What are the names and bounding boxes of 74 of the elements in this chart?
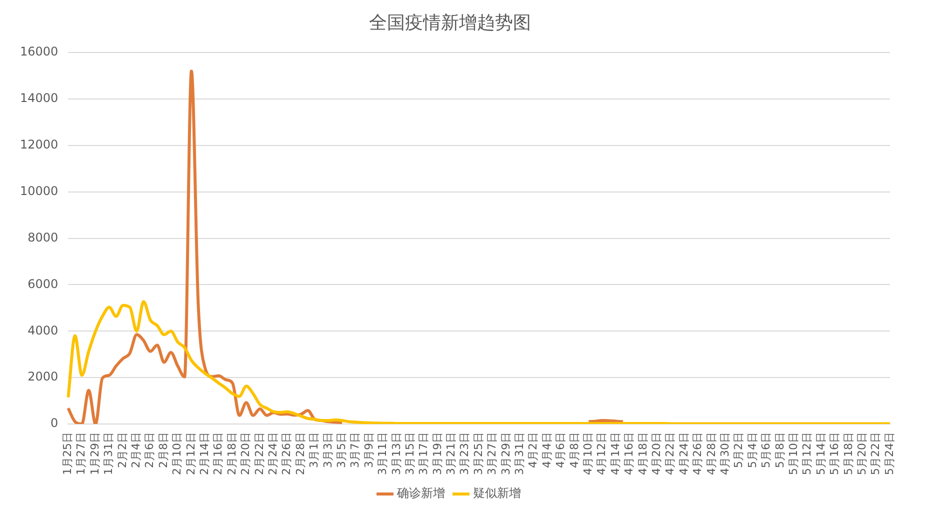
x-tick-label: 3月25日 (472, 432, 485, 476)
chart-title: 全国疫情新增趋势图 (369, 12, 531, 34)
x-tick-label: 4月24日 (677, 432, 690, 476)
x-tick-label: 2月2日 (116, 432, 129, 468)
x-tick-label: 1月25日 (61, 432, 74, 476)
y-tick-label: 6000 (28, 276, 58, 291)
x-tick-label: 5月24日 (882, 432, 896, 476)
x-tick-label: 4月10日 (582, 432, 595, 476)
y-tick-label: 16000 (20, 44, 58, 59)
x-tick-label: 4月2日 (526, 432, 540, 468)
x-tick-label: 2月24日 (266, 432, 280, 476)
x-tick-label: 2月6日 (143, 432, 156, 468)
line-series (66, 300, 892, 424)
x-tick-label: 5月16日 (828, 432, 842, 476)
x-tick-label: 2月18日 (225, 432, 238, 476)
y-tick-label: 4000 (28, 323, 58, 338)
legend-label: 确诊新增 (396, 486, 445, 500)
x-tick-label: 2月4日 (130, 432, 143, 468)
y-tick-label: 8000 (28, 230, 58, 244)
x-tick-label: 4月28日 (704, 432, 718, 476)
x-tick-label: 4月30日 (718, 432, 732, 476)
x-tick-label: 5月8日 (773, 432, 786, 468)
x-tick-label: 4月16日 (622, 432, 636, 476)
x-tick-label: 5月18日 (842, 432, 855, 476)
x-tick-label: 2月22日 (252, 432, 266, 476)
x-tick-label: 1月29日 (88, 432, 102, 476)
x-tick-label: 4月4日 (540, 432, 554, 468)
legend-label: 疑似新增 (473, 486, 521, 500)
x-tick-label: 3月19日 (430, 432, 444, 476)
x-tick-label: 3月23日 (458, 432, 472, 476)
x-tick-label: 2月20日 (239, 432, 252, 476)
x-tick-label: 2月16日 (212, 432, 225, 476)
x-tick-label: 3月21日 (444, 432, 458, 476)
x-tick-label: 2月14日 (198, 432, 212, 476)
y-tick-label: 0 (50, 416, 58, 430)
x-tick-label: 2月8日 (156, 432, 170, 468)
x-tick-label: 3月5日 (334, 432, 348, 468)
x-tick-label: 2月26日 (280, 432, 294, 476)
x-tick-label: 3月31日 (513, 432, 526, 476)
x-tick-label: 3月13日 (390, 432, 403, 476)
x-tick-label: 3月9日 (362, 432, 376, 468)
y-tick-label: 2000 (28, 370, 58, 384)
x-tick-label: 5月2日 (732, 432, 746, 468)
x-tick-label: 2月12日 (184, 432, 198, 476)
x-tick-label: 3月29日 (499, 432, 512, 476)
x-tick-label: 4月8日 (568, 432, 581, 468)
x-tick-label: 4月18日 (636, 432, 650, 476)
x-tick-label: 5月12日 (800, 432, 814, 476)
x-tick-label: 3月17日 (417, 432, 430, 476)
x-tick-label: 4月26日 (691, 432, 704, 476)
x-tick-label: 5月6日 (760, 432, 773, 468)
x-tick-label: 5月14日 (814, 432, 828, 476)
x-tick-label: 4月12日 (595, 432, 608, 476)
x-tick-label: 5月20日 (855, 432, 868, 476)
x-tick-label: 3月1日 (308, 432, 321, 468)
x-tick-label: 2月10日 (170, 432, 184, 476)
y-tick-label: 14000 (20, 91, 58, 106)
x-tick-label: 3月3日 (321, 432, 334, 468)
x-tick-label: 3月11日 (376, 432, 390, 476)
x-tick-label: 5月4日 (746, 432, 759, 468)
x-tick-label: 3月15日 (403, 432, 416, 476)
x-tick-label: 4月22日 (664, 432, 677, 476)
x-tick-label: 4月20日 (650, 432, 664, 476)
x-tick-label: 2月28日 (294, 432, 307, 476)
x-tick-label: 3月27日 (486, 432, 499, 476)
x-tick-label: 4月6日 (554, 432, 568, 468)
y-tick-label: 12000 (20, 138, 58, 152)
x-tick-label: 5月10日 (786, 432, 800, 476)
x-tick-label: 3月7日 (348, 432, 362, 468)
x-tick-label: 1月31日 (102, 432, 116, 476)
y-tick-label: 10000 (20, 184, 58, 198)
x-tick-label: 5月22日 (869, 432, 882, 476)
x-tick-label: 1月27日 (74, 432, 88, 476)
x-tick-label: 4月14日 (608, 432, 622, 476)
